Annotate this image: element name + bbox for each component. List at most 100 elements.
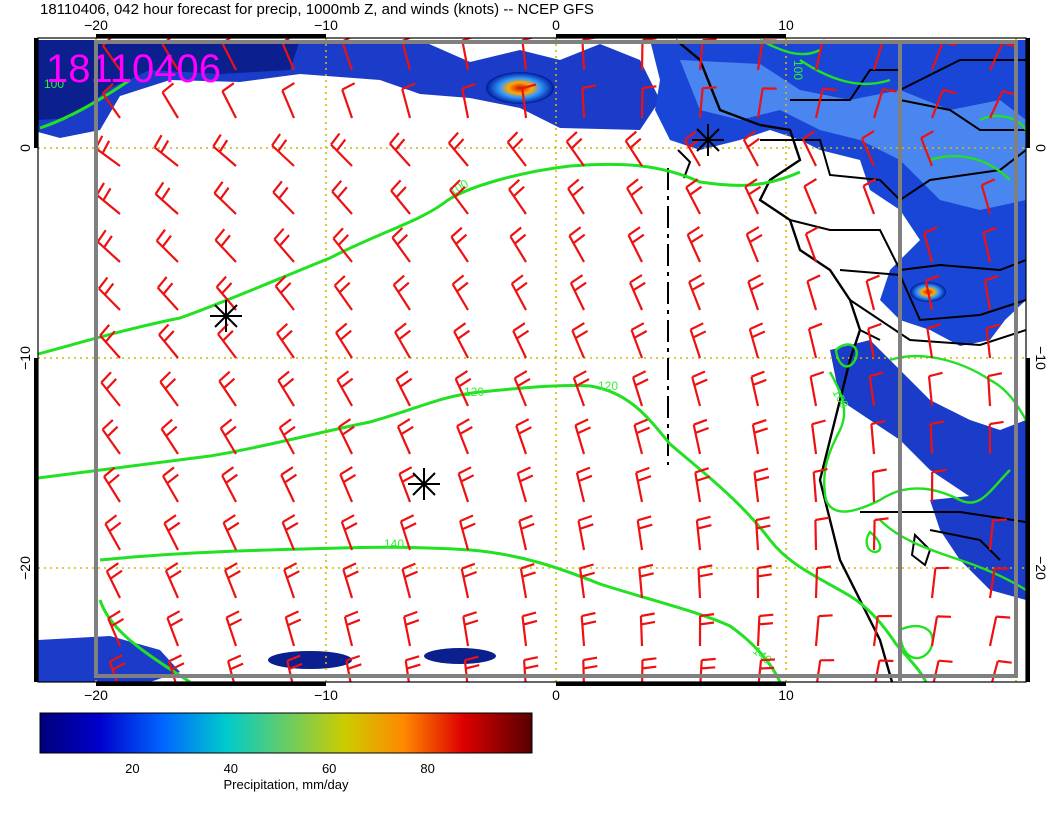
wind-barb-icon	[450, 226, 469, 263]
wind-barb-icon	[685, 178, 703, 215]
wind-barb-icon	[689, 322, 707, 359]
y-tick-right-3: −20	[1033, 556, 1049, 580]
map-frame	[34, 34, 1030, 686]
asterisk-icon	[408, 468, 440, 500]
wind-barb-icon	[283, 562, 300, 599]
wind-barb-icon	[103, 466, 121, 503]
axis-labels: −20 −10 0 10 −20 −10 0 10 0 −10 −20 0 −1…	[17, 17, 1049, 703]
wind-barb-icon	[572, 370, 590, 407]
wind-barb-icon	[865, 274, 880, 311]
x-tick-top-2: −10	[314, 17, 338, 33]
wind-barb-icon	[924, 274, 940, 311]
wind-barb-icon	[930, 88, 957, 119]
wind-barb-icon	[457, 466, 475, 503]
wind-barb-icon	[988, 518, 1008, 551]
wind-barb-icon	[98, 276, 121, 311]
wind-barb-icon	[872, 614, 892, 647]
wind-barb-icon	[340, 514, 358, 551]
wind-barb-icon	[213, 181, 237, 215]
wind-barb-icon	[748, 322, 766, 359]
wind-barb-icon	[221, 466, 238, 503]
wind-barb-icon	[447, 131, 469, 167]
wind-barb-icon	[519, 563, 536, 599]
wind-barb-icon	[742, 130, 760, 167]
wind-barb-icon	[698, 613, 715, 647]
wind-barb-icon	[335, 322, 353, 359]
wind-barb-icon	[99, 324, 121, 359]
wind-barb-icon	[577, 514, 594, 551]
contour-100	[38, 162, 801, 356]
wind-barb-icon	[273, 227, 295, 263]
wind-barb-icon	[221, 82, 237, 119]
wind-barb-icon	[101, 82, 121, 119]
map-area: 100 120 120 140 140 100 100 100	[38, 38, 1026, 682]
wind-barb-icon	[804, 226, 819, 263]
wind-barb-icon	[980, 178, 996, 215]
wind-barb-icon	[872, 88, 897, 119]
contour-label-140-a: 140	[384, 537, 404, 551]
x-tick-top-3: 0	[552, 17, 560, 33]
wind-barb-icon	[515, 418, 532, 455]
africa-coastline	[675, 39, 894, 682]
wind-barb-icon	[862, 178, 877, 215]
wind-barb-icon	[392, 274, 411, 311]
asterisk-icon	[210, 300, 242, 332]
wind-barb-icon	[640, 85, 657, 119]
asterisk-icon	[692, 124, 724, 156]
wind-barb-icon	[399, 514, 417, 551]
wind-barb-icon	[569, 274, 587, 311]
wind-barb-icon	[698, 86, 717, 119]
lat-lon-grid	[38, 38, 1026, 682]
wind-barb-icon	[814, 565, 832, 599]
wind-barb-icon	[100, 371, 121, 407]
wind-barb-icon	[107, 610, 125, 647]
wind-barb-icon	[281, 514, 299, 551]
wind-barb-icon	[506, 131, 527, 167]
wind-barb-icon	[101, 419, 121, 455]
wind-barb-icon	[868, 371, 884, 407]
wind-barb-icon	[926, 323, 942, 359]
wind-barb-icon	[811, 419, 826, 455]
wind-barb-icon	[284, 610, 302, 647]
wind-barb-icon	[330, 132, 353, 167]
wind-barb-icon	[456, 418, 473, 455]
wind-barb-icon	[814, 87, 837, 119]
wind-barb-icon	[166, 610, 184, 647]
wind-barb-icon	[571, 322, 589, 359]
wind-barb-icon	[155, 229, 179, 263]
wind-barb-icon	[579, 563, 595, 599]
colorbar: 20 40 60 80 Precipitation, mm/day	[39, 712, 533, 792]
wind-barb-icon	[521, 611, 538, 647]
wind-barb-icon	[691, 370, 708, 407]
precip-area-south-small-1	[268, 651, 352, 669]
colorbar-gradient	[39, 712, 533, 754]
wind-barb-icon	[870, 419, 886, 455]
wind-barb-icon	[755, 516, 771, 551]
wind-barb-icon	[636, 515, 653, 551]
wind-barb-icon	[391, 227, 411, 263]
wind-barb-icon	[162, 466, 179, 503]
wind-barb-icon	[278, 418, 296, 455]
wind-barb-icon	[750, 370, 767, 407]
colorbar-tick-3: 60	[322, 761, 336, 776]
colorbar-tick-2: 40	[224, 761, 238, 776]
wind-barb-icon	[987, 372, 1003, 407]
precip-area-south-small-2	[424, 648, 496, 664]
wind-barb-icon	[280, 466, 298, 503]
wind-barb-icon	[638, 563, 654, 599]
wind-barb-icon	[989, 89, 1017, 119]
wind-barb-icon	[449, 179, 469, 215]
wind-barb-icon	[160, 418, 179, 455]
wind-barb-icon	[516, 466, 534, 503]
wind-barb-icon	[163, 514, 181, 551]
wind-barb-icon	[336, 370, 354, 407]
wind-barb-icon	[814, 516, 830, 551]
wind-barb-icon	[756, 564, 772, 599]
wind-barb-icon	[394, 322, 411, 359]
y-tick-left-3: −20	[17, 556, 33, 580]
wind-barb-icon	[341, 82, 356, 119]
wind-barb-icon	[985, 323, 1001, 359]
wind-barb-icon	[695, 515, 712, 551]
wind-barb-icon	[512, 322, 530, 359]
